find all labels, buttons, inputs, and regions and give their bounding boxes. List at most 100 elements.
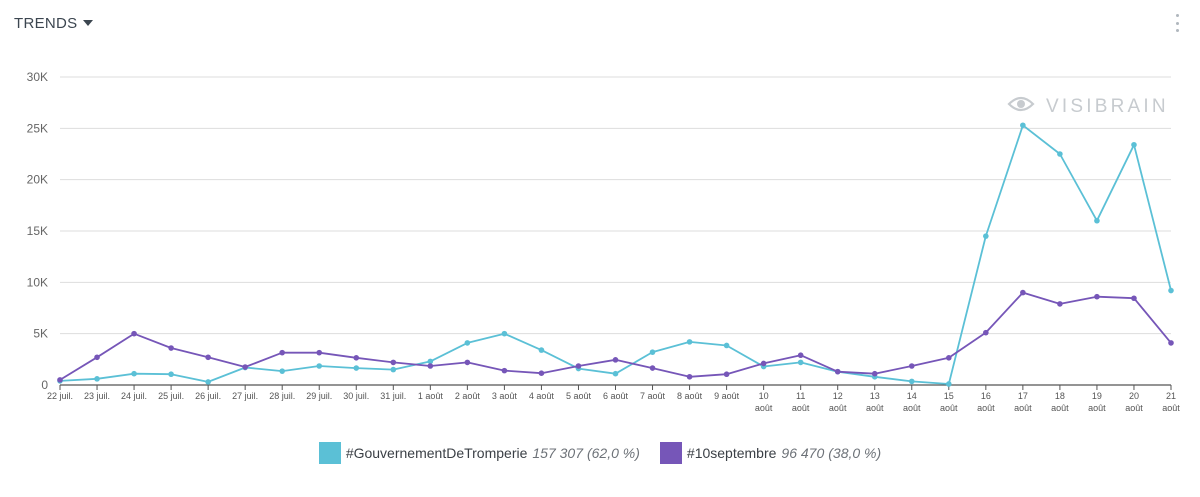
kebab-menu-icon[interactable] — [1176, 14, 1180, 32]
series-2 — [57, 289, 1174, 383]
data-point — [538, 370, 545, 376]
data-point — [279, 349, 286, 356]
x-tick-label-line: 21 — [1166, 391, 1176, 401]
data-point — [723, 371, 730, 378]
data-point — [168, 345, 174, 351]
data-point — [94, 354, 100, 361]
x-tick-label-line: 3 août — [492, 391, 518, 401]
x-tick-label-line: août — [1088, 403, 1106, 413]
x-tick-label-line: 23 juil. — [84, 391, 110, 401]
x-tick-label: 2 août — [455, 391, 481, 401]
x-tick-label: 30 juil. — [343, 391, 369, 401]
x-tick-label: 27 juil. — [232, 391, 258, 401]
x-tick-label-line: 29 juil. — [306, 391, 332, 401]
x-tick-label-line: août — [1051, 403, 1069, 413]
y-tick-label: 5K — [33, 327, 48, 341]
data-point — [131, 370, 137, 377]
x-tick-label: 20 août — [1125, 391, 1143, 413]
y-tick-label: 0 — [41, 378, 48, 392]
x-tick-label-line: août — [903, 403, 921, 413]
legend-total: 96 470 — [781, 445, 825, 461]
x-tick-label: 6 août — [603, 391, 629, 401]
x-tick-label: 19 août — [1088, 391, 1106, 413]
legend-percent: (38,0 %) — [828, 445, 882, 461]
x-tick-label-line: 27 juil. — [232, 391, 258, 401]
x-tick-label-line: 7 août — [640, 391, 666, 401]
x-tick-label: 21 août — [1162, 391, 1180, 413]
data-point — [612, 357, 619, 363]
x-tick-label-line: août — [829, 403, 847, 413]
x-tick-label-line: août — [866, 403, 884, 413]
x-tick-label-line: 20 — [1129, 391, 1139, 401]
chart-header[interactable]: TRENDS — [14, 10, 94, 36]
data-point — [612, 370, 619, 377]
data-point — [834, 368, 841, 375]
data-point — [501, 330, 508, 337]
data-point — [1020, 289, 1026, 296]
x-tick-label-line: 18 — [1055, 391, 1065, 401]
x-tick-label-line: 5 août — [566, 391, 592, 401]
data-point — [316, 349, 323, 356]
x-tick-label: 11 août — [792, 391, 810, 413]
legend-label: #10septembre — [686, 445, 777, 461]
data-point — [57, 377, 63, 383]
y-tick-label: 25K — [27, 121, 48, 135]
x-tick-label: 24 juil. — [121, 391, 147, 401]
data-point — [575, 363, 582, 369]
x-tick-label: 7 août — [640, 391, 666, 401]
x-tick-label-line: 15 — [944, 391, 954, 401]
data-point — [649, 365, 656, 371]
series-1 — [57, 122, 1174, 387]
data-point — [94, 376, 100, 382]
x-tick-label-line: 24 juil. — [121, 391, 147, 401]
x-tick-label-line: août — [792, 403, 810, 413]
x-tick-label-line: 8 août — [677, 391, 703, 401]
x-tick-label-line: août — [940, 403, 958, 413]
legend-item-series2[interactable]: #10septembre 96 470 (38,0 %) — [659, 442, 882, 464]
data-point — [205, 379, 211, 385]
x-tick-label-line: 14 — [907, 391, 917, 401]
chart-title: TRENDS — [14, 14, 78, 32]
data-point — [205, 354, 211, 361]
data-point — [538, 347, 545, 353]
data-point — [1094, 217, 1100, 224]
dropdown-caret-icon[interactable] — [83, 20, 94, 26]
data-point — [279, 368, 286, 374]
legend: #GouvernementDeTromperie 157 307 (62,0 %… — [0, 442, 1200, 464]
x-tick-label: 12 août — [829, 391, 847, 413]
x-tick-label-line: 2 août — [455, 391, 481, 401]
x-tick-label-line: 9 août — [714, 391, 740, 401]
x-tick-label: 9 août — [714, 391, 740, 401]
data-point — [871, 370, 878, 377]
legend-item-series1[interactable]: #GouvernementDeTromperie 157 307 (62,0 %… — [318, 442, 640, 464]
series-line — [59, 124, 1172, 385]
series-line — [59, 291, 1172, 381]
x-tick-label: 29 juil. — [306, 391, 332, 401]
data-point — [390, 359, 397, 366]
y-tick-label: 10K — [27, 275, 48, 289]
x-tick-label-line: 6 août — [603, 391, 629, 401]
data-point — [131, 330, 137, 337]
y-tick-label: 15K — [27, 224, 48, 238]
x-tick-label-line: août — [755, 403, 773, 413]
legend-label: #GouvernementDeTromperie — [345, 445, 528, 461]
data-point — [168, 371, 174, 378]
x-tick-label-line: 13 — [870, 391, 880, 401]
data-point — [427, 358, 434, 365]
x-tick-label: 8 août — [677, 391, 703, 401]
data-point — [908, 363, 915, 369]
x-tick-label-line: 25 juil. — [158, 391, 184, 401]
x-tick-label: 13 août — [866, 391, 884, 413]
x-tick-label: 16 août — [977, 391, 995, 413]
y-tick-label: 20K — [27, 173, 48, 187]
data-point — [242, 364, 248, 370]
eye-icon — [1007, 96, 1035, 112]
x-tick-label-line: août — [1125, 403, 1143, 413]
legend-percent: (62,0 %) — [586, 445, 640, 461]
x-tick-label-line: 1 août — [418, 391, 444, 401]
visibrain-watermark: VISIBRAIN — [1007, 96, 1166, 117]
x-tick-label: 23 juil. — [84, 391, 110, 401]
x-tick-label: 4 août — [529, 391, 555, 401]
x-tick-label-line: 19 — [1092, 391, 1102, 401]
x-tick-label-line: 12 — [833, 391, 843, 401]
